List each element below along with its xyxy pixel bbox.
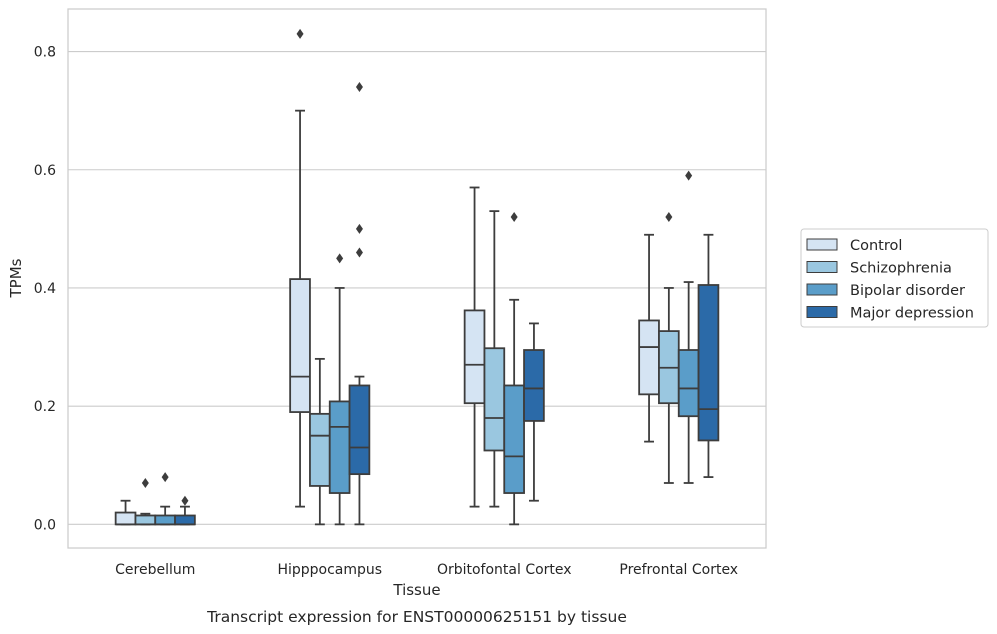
y-tick-label: 0.2 <box>34 399 56 415</box>
outlier-point <box>141 477 149 488</box>
outlier-point <box>181 495 189 506</box>
box-major-depression <box>523 322 545 502</box>
legend-swatch <box>806 283 838 296</box>
x-tick-label: Prefrontal Cortex <box>619 562 738 578</box>
y-axis-title: TPMs <box>7 258 25 298</box>
box-schizophrenia <box>658 212 680 484</box>
box-iqr <box>348 384 371 476</box>
legend-label: Major depression <box>850 306 974 322</box>
legend-frame <box>800 228 989 328</box>
outlier-point <box>296 28 304 39</box>
legend-label: Control <box>850 238 902 254</box>
box-schizophrenia <box>483 210 506 508</box>
box-iqr <box>309 412 331 487</box>
outlier-point <box>510 212 518 223</box>
y-tick-label: 0.6 <box>34 163 56 179</box>
box-iqr <box>174 514 196 526</box>
box-iqr <box>638 319 660 396</box>
box-control <box>114 499 137 526</box>
box-control <box>463 186 486 508</box>
plot-frame <box>67 8 767 549</box>
box-control <box>638 233 660 443</box>
grid-lines <box>68 51 766 525</box>
box-bipolar-disorder <box>677 170 700 484</box>
box-iqr <box>328 400 351 494</box>
legend-label: Schizophrenia <box>850 261 952 277</box>
outlier-point <box>685 170 693 181</box>
y-tick-label: 0.4 <box>34 281 56 297</box>
box-iqr <box>134 514 157 526</box>
y-axis-ticks: 0.0 0.2 0.4 0.6 0.8 <box>34 45 56 534</box>
box-iqr <box>114 511 137 526</box>
figure-caption: Transcript expression for ENST0000062515… <box>206 608 627 626</box>
outlier-point <box>355 223 363 234</box>
box-iqr <box>503 384 525 494</box>
box-major-depression <box>174 495 196 526</box>
box-schizophrenia <box>309 357 331 526</box>
x-tick-label: Hipppocampus <box>277 562 382 578</box>
y-tick-label: 0.0 <box>34 517 56 533</box>
box-bipolar-disorder <box>154 472 176 526</box>
outlier-point <box>355 82 363 93</box>
box-bipolar-disorder <box>503 212 525 526</box>
box-iqr <box>289 278 311 413</box>
legend-swatch <box>806 238 838 251</box>
box-iqr <box>463 309 486 405</box>
boxes <box>114 28 720 526</box>
box-iqr <box>677 349 700 418</box>
legend-swatch <box>806 261 838 273</box>
box-iqr <box>483 347 506 452</box>
box-control <box>289 28 311 508</box>
y-tick-label: 0.8 <box>34 45 56 61</box>
outlier-point <box>355 247 363 258</box>
box-schizophrenia <box>134 477 157 526</box>
box-iqr <box>697 284 720 442</box>
outlier-point <box>336 253 344 264</box>
box-major-depression <box>697 233 720 478</box>
x-axis-ticks: Cerebellum Hipppocampus Orbitofontal Corte… <box>115 562 738 578</box>
x-tick-label: Orbitofontal Cortex <box>437 562 572 578</box>
legend-label: Bipolar disorder <box>850 283 965 299</box>
legend: Control Schizophrenia Bipolar disorder Majo… <box>800 228 989 328</box>
box-iqr <box>154 514 176 526</box>
box-iqr <box>523 349 545 422</box>
outlier-point <box>161 472 169 483</box>
legend-swatch <box>806 306 838 318</box>
box-major-depression <box>348 82 371 526</box>
outlier-point <box>665 212 673 223</box>
x-axis-title: Tissue <box>392 581 440 599</box>
x-tick-label: Cerebellum <box>115 562 195 578</box>
box-bipolar-disorder <box>328 253 351 526</box>
